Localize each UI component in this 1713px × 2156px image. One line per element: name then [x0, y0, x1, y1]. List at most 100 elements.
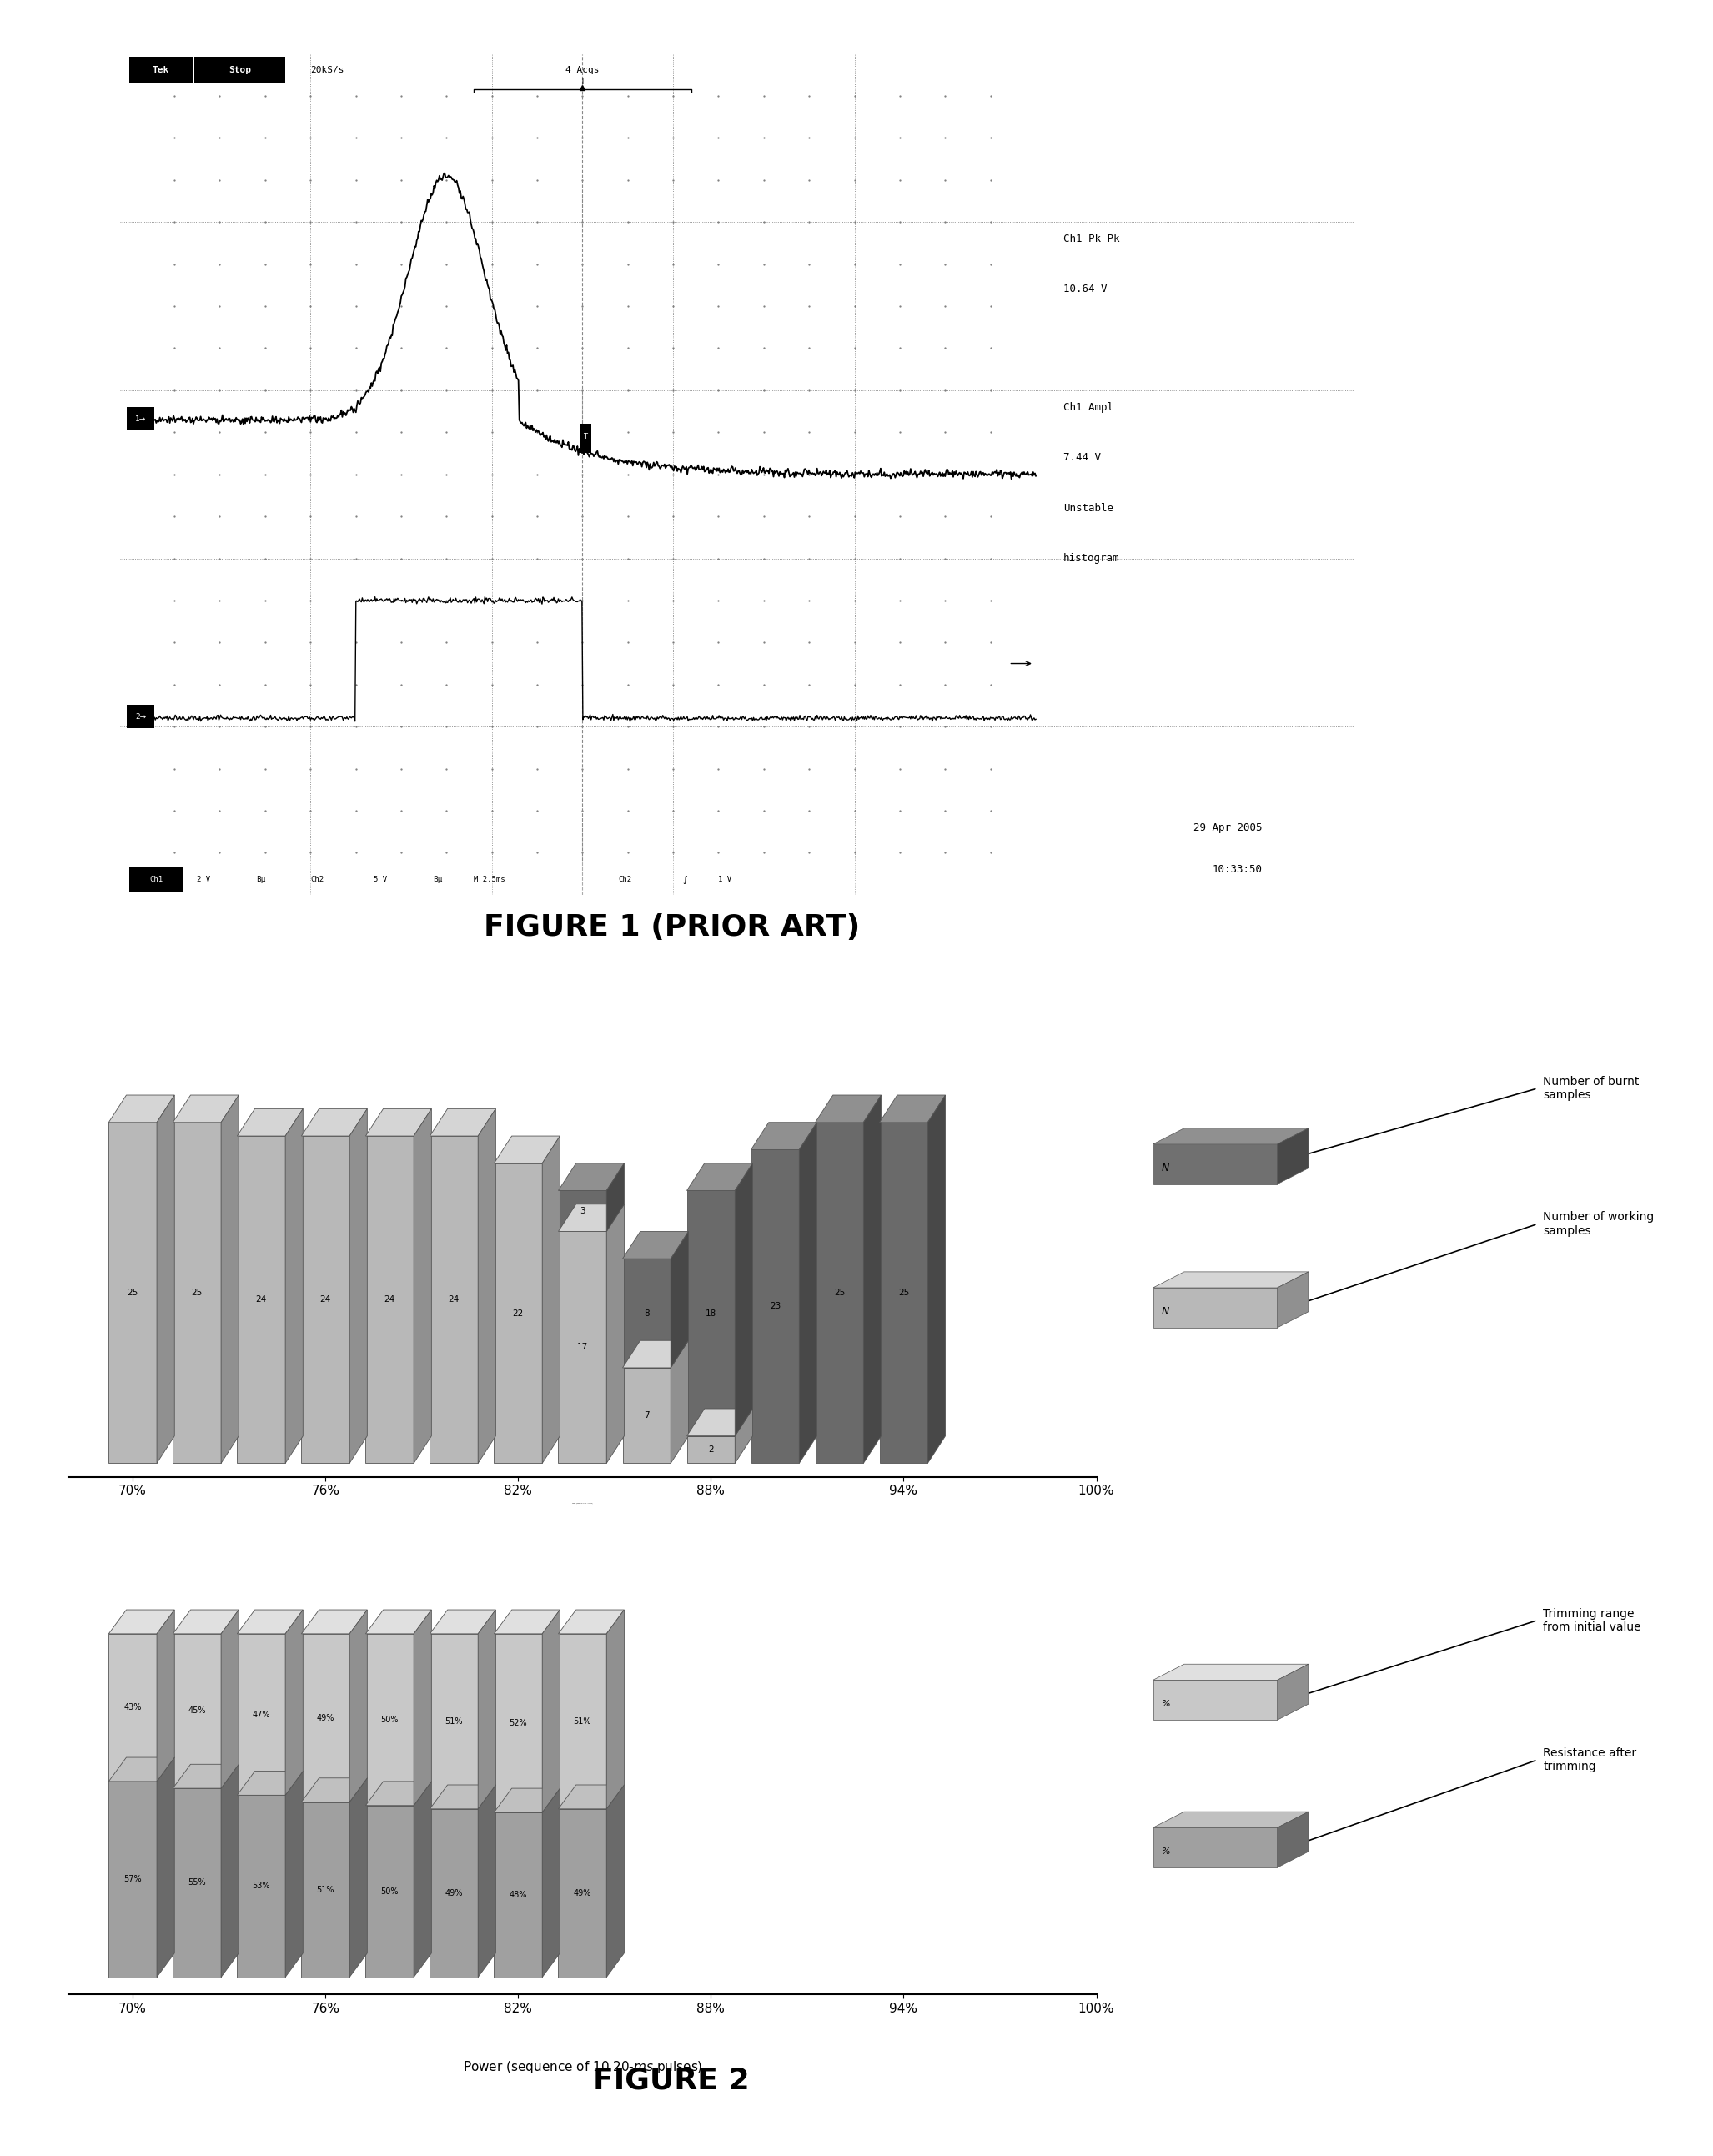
Text: M 2.5ms: M 2.5ms [473, 875, 505, 884]
Text: 3: 3 [579, 1207, 586, 1216]
Text: Number of burnt
samples: Number of burnt samples [1543, 1076, 1639, 1102]
Polygon shape [671, 1341, 689, 1464]
Polygon shape [879, 1095, 946, 1123]
Text: 20-ms: 20-ms [562, 1561, 603, 1574]
Polygon shape [221, 1611, 238, 1787]
Text: 22: 22 [512, 1309, 524, 1317]
Polygon shape [1153, 1272, 1309, 1287]
Text: Power (sequence of 10 $\mathit{20}$-$\mathit{ms}$ pulses): Power (sequence of 10 $\mathit{20}$-$\ma… [463, 2059, 702, 2074]
Bar [108, 1634, 158, 1781]
Bar [236, 1796, 286, 1977]
Text: 49%: 49% [445, 1889, 463, 1897]
Text: 10.64 V: 10.64 V [1064, 285, 1107, 295]
Text: 25: 25 [127, 1289, 139, 1298]
Polygon shape [928, 1095, 946, 1464]
Polygon shape [558, 1164, 624, 1190]
Polygon shape [543, 1136, 560, 1464]
Polygon shape [478, 1108, 495, 1464]
Polygon shape [173, 1764, 238, 1787]
Polygon shape [687, 1408, 752, 1436]
Text: %: % [1161, 1699, 1170, 1708]
Polygon shape [349, 1779, 367, 1977]
Bar [1153, 1287, 1278, 1328]
Text: N: N [1161, 1162, 1170, 1173]
Bar [558, 1190, 606, 1231]
Polygon shape [236, 1770, 303, 1796]
Polygon shape [365, 1781, 432, 1805]
Text: 29 Apr 2005: 29 Apr 2005 [1194, 821, 1262, 832]
Text: 57%: 57% [123, 1876, 142, 1884]
Bar [558, 1231, 606, 1464]
Polygon shape [415, 1108, 432, 1464]
Text: 49%: 49% [317, 1714, 334, 1723]
Polygon shape [158, 1757, 175, 1977]
Text: Trimming range
from initial value: Trimming range from initial value [1543, 1608, 1641, 1632]
Text: 53%: 53% [252, 1882, 271, 1891]
Polygon shape [750, 1123, 817, 1149]
Polygon shape [108, 1611, 175, 1634]
Text: N: N [1161, 1307, 1170, 1317]
Bar [493, 1813, 543, 1977]
Bar [750, 1149, 800, 1464]
Bar [1153, 1828, 1278, 1867]
Text: Ch1 Pk-Pk: Ch1 Pk-Pk [1064, 233, 1119, 244]
Bar [579, 425, 591, 453]
Polygon shape [173, 1095, 238, 1123]
Polygon shape [543, 1611, 560, 1813]
Text: 7.44 V: 7.44 V [1064, 453, 1100, 464]
Polygon shape [173, 1611, 238, 1634]
Text: 25: 25 [898, 1289, 910, 1298]
Text: Power (sequence of 250 $\mathit{20}$-$\mathit{ms}$ pulses): Power (sequence of 250 $\mathit{20}$-$\m… [459, 1542, 706, 1557]
Polygon shape [735, 1408, 752, 1464]
Bar [127, 407, 154, 431]
Bar [128, 56, 192, 84]
Bar [128, 54, 1036, 84]
Polygon shape [606, 1785, 624, 1977]
Polygon shape [221, 1764, 238, 1977]
Polygon shape [606, 1611, 624, 1809]
Bar [301, 1634, 349, 1802]
Bar [127, 705, 154, 729]
Text: 5 V: 5 V [373, 875, 387, 884]
Polygon shape [606, 1205, 624, 1464]
Polygon shape [478, 1785, 495, 1977]
Text: 1→: 1→ [135, 416, 146, 423]
Polygon shape [415, 1611, 432, 1805]
Bar [173, 1787, 221, 1977]
Polygon shape [815, 1095, 880, 1123]
Polygon shape [493, 1136, 560, 1164]
Text: 52%: 52% [509, 1718, 528, 1727]
Text: 25: 25 [192, 1289, 202, 1298]
Text: 48%: 48% [509, 1891, 528, 1899]
Text: Unstable: Unstable [1064, 502, 1113, 513]
Text: pulses): pulses) [582, 1561, 632, 1574]
Text: 1 V: 1 V [718, 875, 731, 884]
Bar [430, 1634, 478, 1809]
Polygon shape [430, 1108, 495, 1136]
Text: 55%: 55% [188, 1878, 206, 1886]
Polygon shape [671, 1231, 689, 1367]
Polygon shape [236, 1611, 303, 1634]
Text: 49%: 49% [574, 1889, 591, 1897]
Text: 2→: 2→ [135, 714, 146, 720]
Text: 2 V: 2 V [197, 875, 211, 884]
Bar [430, 1809, 478, 1977]
Polygon shape [558, 1611, 624, 1634]
Polygon shape [493, 1787, 560, 1813]
Bar [622, 1259, 671, 1367]
Text: Resistance after
trimming: Resistance after trimming [1543, 1746, 1636, 1772]
Text: Ch1: Ch1 [149, 875, 163, 884]
Text: histogram: histogram [1064, 552, 1119, 565]
Bar [879, 1123, 928, 1464]
Text: 20kS/s: 20kS/s [310, 65, 344, 73]
Text: 51%: 51% [445, 1716, 463, 1725]
Polygon shape [236, 1108, 303, 1136]
Polygon shape [158, 1611, 175, 1781]
Bar [236, 1634, 286, 1796]
Polygon shape [1278, 1664, 1309, 1720]
Polygon shape [1278, 1811, 1309, 1867]
Text: Stop: Stop [228, 65, 250, 73]
Text: FIGURE 1 (PRIOR ART): FIGURE 1 (PRIOR ART) [483, 912, 860, 942]
Polygon shape [622, 1231, 689, 1259]
Polygon shape [349, 1108, 367, 1464]
